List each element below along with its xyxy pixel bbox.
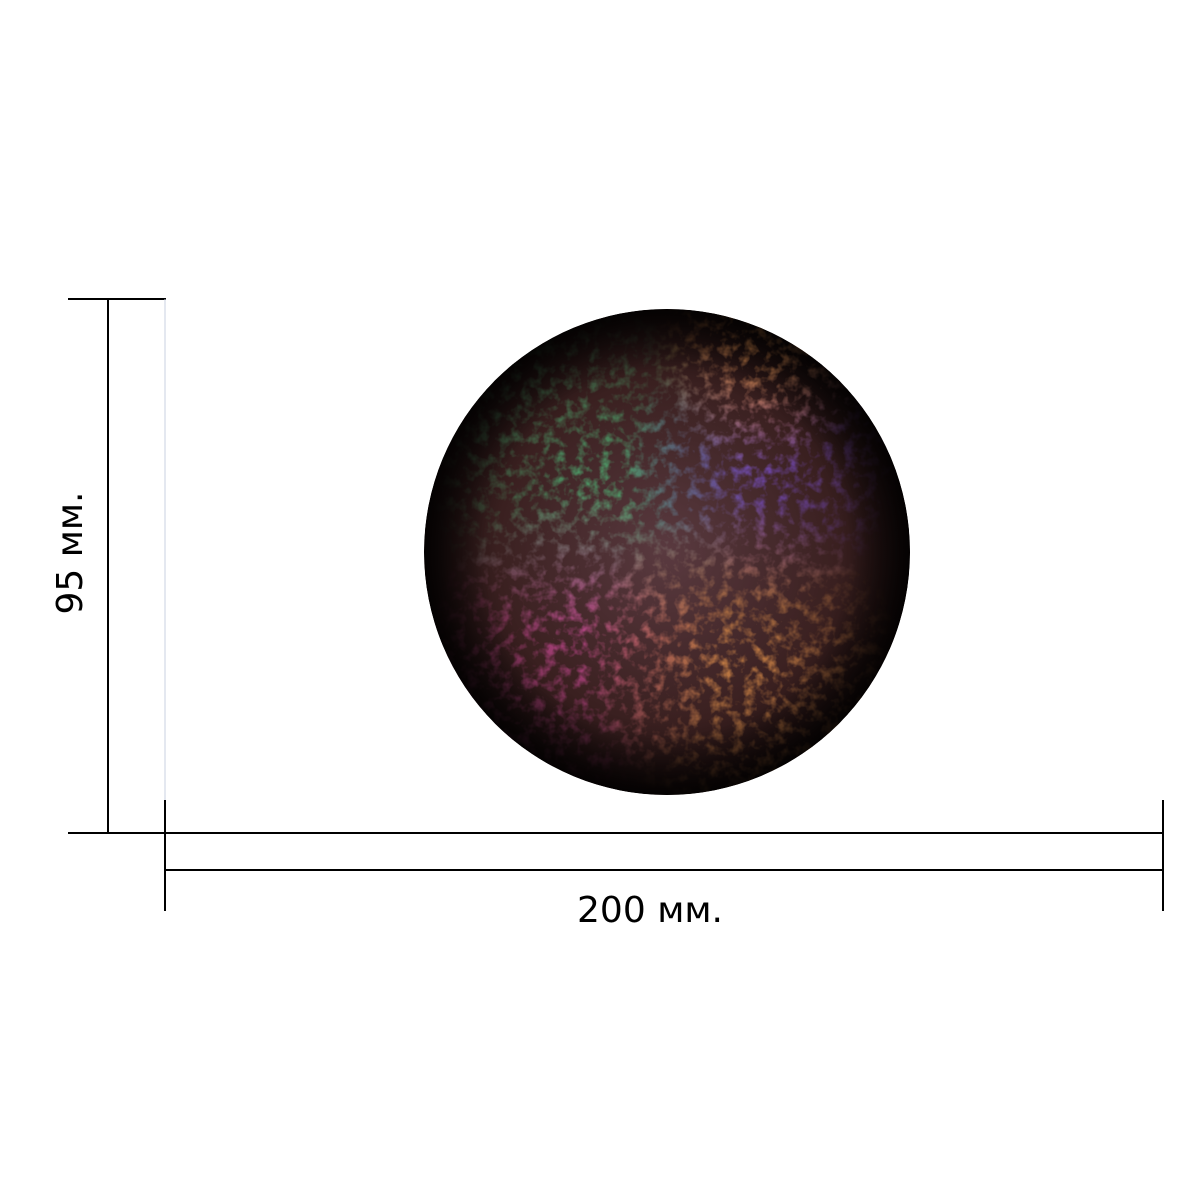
height-label: 95 мм. [50,491,91,614]
width-dimension: 200 мм. [164,800,1164,931]
height-dimension: 95 мм. [50,298,166,834]
ball-image [424,309,910,795]
width-label: 200 мм. [577,890,723,931]
